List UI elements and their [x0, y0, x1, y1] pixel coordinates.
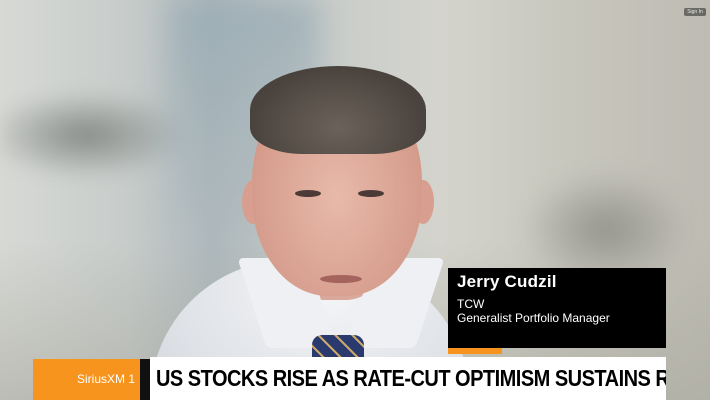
ticker-brand-bar: SiriusXM 1 [33, 359, 150, 400]
speaker-title: Generalist Portfolio Manager [457, 311, 610, 325]
ticker-divider [140, 359, 152, 400]
ticker-brand-text: SiriusXM 1 [77, 372, 136, 386]
sign-in-button[interactable]: Sign In [684, 8, 706, 16]
speaker-organization: TCW [457, 297, 485, 311]
speaker-hair [250, 66, 426, 154]
speaker-eye-right [358, 190, 384, 197]
speaker-figure [140, 60, 470, 400]
speaker-name: Jerry Cudzil [457, 272, 557, 291]
headline-text: US STOCKS RISE AS RATE-CUT OPTIMISM SUST… [156, 365, 666, 391]
headline-banner: US STOCKS RISE AS RATE-CUT OPTIMISM SUST… [150, 357, 666, 400]
lower-third-nameplate: Jerry Cudzil TCW Generalist Portfolio Ma… [448, 268, 666, 354]
speaker-eye-left [295, 190, 321, 197]
speaker-mouth [320, 275, 362, 283]
nameplate-accent-bar [448, 348, 502, 354]
background-blur-left [0, 90, 190, 180]
